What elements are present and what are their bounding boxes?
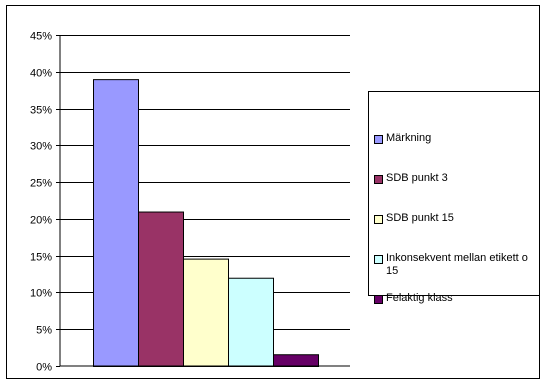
y-tick-label: 15% xyxy=(30,252,52,264)
legend-swatch xyxy=(374,215,383,224)
bar-4 xyxy=(273,354,319,367)
legend-swatch xyxy=(374,255,383,264)
y-tick-label: 40% xyxy=(30,68,52,80)
legend-label: Märkning xyxy=(386,132,432,144)
bars xyxy=(93,79,319,368)
y-tick-label: 30% xyxy=(30,141,52,153)
legend-swatch xyxy=(374,175,383,184)
bar-2 xyxy=(183,258,229,367)
bar-0 xyxy=(93,79,139,367)
y-tick-label: 45% xyxy=(30,31,52,43)
y-axis-ticks: 0% 5% 10% 15% 20% 25% 30% 35% 40% 45% xyxy=(30,31,60,374)
legend-swatch xyxy=(374,135,383,144)
legend-swatch xyxy=(374,295,383,304)
bar-3 xyxy=(228,277,274,368)
y-tick-label: 10% xyxy=(30,288,52,300)
y-tick-label: 5% xyxy=(36,325,52,337)
legend-label: Felaktig klass xyxy=(386,292,453,304)
y-tick-label: 0% xyxy=(36,362,52,374)
legend-label: SDB punkt 3 xyxy=(386,172,448,184)
y-tick-label: 35% xyxy=(30,105,52,117)
legend-label: SDB punkt 15 xyxy=(386,212,454,224)
y-tick-label: 25% xyxy=(30,178,52,190)
bar-1 xyxy=(138,211,184,367)
legend: Märkning SDB punkt 3 SDB punkt 15 Inkons… xyxy=(368,91,540,304)
legend-label: Inkonsekvent mellan etikett o 15 xyxy=(386,252,528,277)
y-tick-label: 20% xyxy=(30,215,52,227)
